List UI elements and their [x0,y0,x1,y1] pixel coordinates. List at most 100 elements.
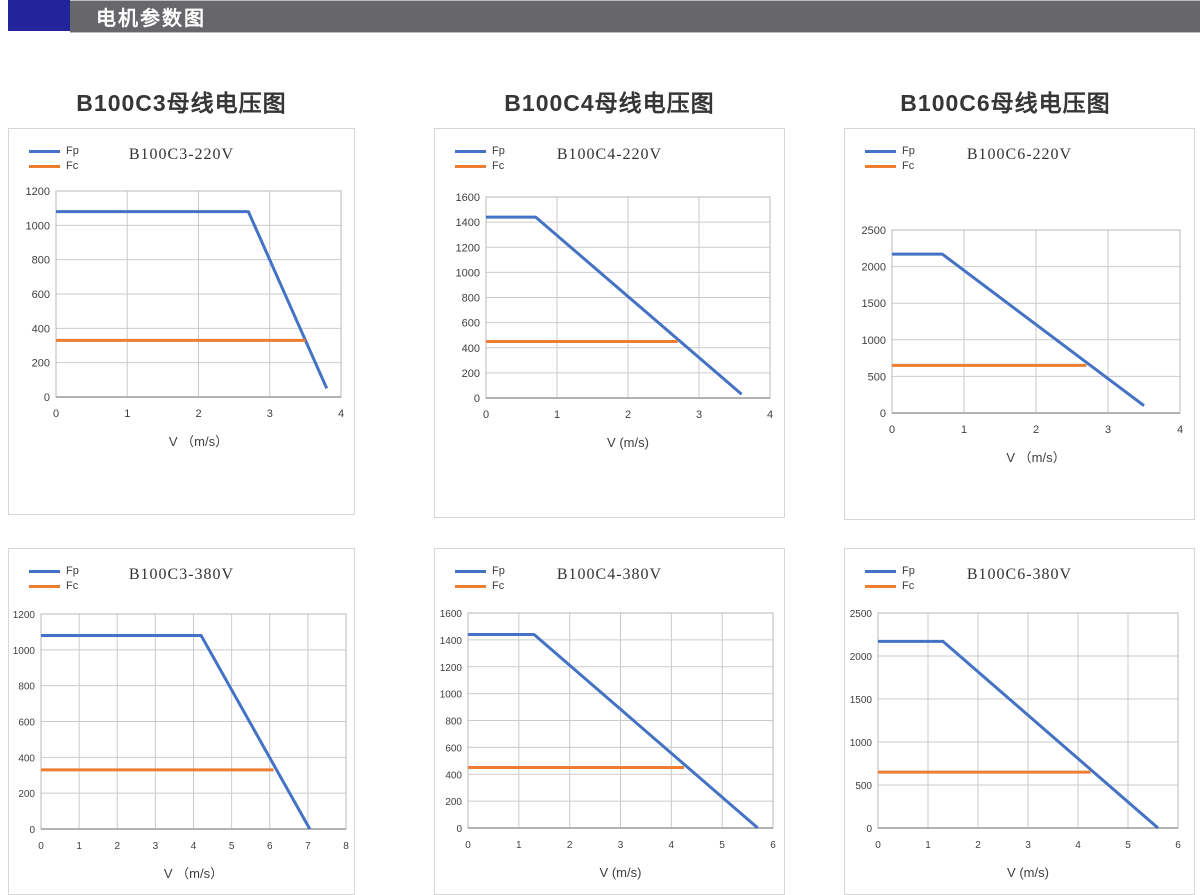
svg-text:2: 2 [567,840,573,851]
svg-text:7: 7 [305,841,311,852]
gridlines [40,613,347,830]
svg-text:500: 500 [855,781,872,792]
x-axis-label: V (m/s) [607,435,649,450]
svg-text:3: 3 [1025,840,1031,851]
chart-panel-b100c6-220v: Fp Fc B100C6-220V 0 500 1000 1500 2000 2500 0 1… [844,128,1195,520]
legend-label-fc: Fc [66,160,79,172]
x-tick-labels: 0 1 2 3 4 [483,409,773,421]
svg-text:2500: 2500 [862,225,886,237]
chart-legend: Fp Fc [29,144,79,174]
svg-text:500: 500 [868,371,886,383]
svg-text:0: 0 [465,840,471,851]
svg-text:1200: 1200 [26,186,50,198]
fc-line-key [455,585,486,588]
svg-text:800: 800 [18,682,35,693]
chart-plot: 0 200 400 600 800 1000 1200 1400 1600 0 1 2 3 4 5 6 V (m… [440,609,776,880]
svg-text:800: 800 [462,293,480,305]
svg-text:200: 200 [32,358,50,370]
chart-title: B100C3-380V [128,566,235,583]
chart-plot: 0 500 1000 1500 2000 2500 0 1 2 3 4 5 6 V (m/s) [850,609,1181,880]
svg-text:400: 400 [445,770,462,781]
svg-text:400: 400 [18,753,35,764]
svg-text:3: 3 [153,841,159,852]
svg-text:6: 6 [770,840,776,851]
svg-text:0: 0 [483,409,489,421]
svg-text:1: 1 [961,424,967,436]
svg-text:4: 4 [669,840,675,851]
chart-title: B100C3-220V [128,146,235,163]
legend-entry-fc: Fc [455,579,505,594]
svg-text:0: 0 [44,392,50,404]
svg-text:1500: 1500 [850,695,873,706]
x-axis-label: V (m/s) [1007,865,1049,880]
chart-legend: Fp Fc [455,144,505,174]
legend-label-fp: Fp [492,145,505,157]
svg-text:2: 2 [975,840,981,851]
svg-text:2000: 2000 [850,652,873,663]
x-axis-label: V （m/s） [169,434,228,449]
svg-text:2500: 2500 [850,609,873,620]
svg-text:0: 0 [29,825,35,836]
x-axis-label: V （m/s） [164,866,223,881]
svg-text:1600: 1600 [440,609,463,620]
legend-entry-fc: Fc [865,579,915,594]
svg-text:4: 4 [191,841,197,852]
svg-text:4: 4 [767,409,773,421]
svg-text:1200: 1200 [456,242,480,254]
svg-text:1: 1 [925,840,931,851]
svg-text:2: 2 [114,841,120,852]
gridlines [467,612,774,829]
chart-title: B100C6-220V [966,146,1073,163]
legend-label-fc: Fc [66,580,79,592]
section-title-b100c3: B100C3母线电压图 [76,90,287,116]
x-tick-labels: 0 1 2 3 4 5 6 [875,840,1181,851]
svg-text:6: 6 [1175,840,1181,851]
svg-text:2: 2 [625,409,631,421]
svg-text:2: 2 [195,408,201,420]
legend-entry-fc: Fc [29,579,79,594]
svg-text:0: 0 [38,841,44,852]
fp-line-key [865,150,896,153]
legend-entry-fp: Fp [29,564,79,579]
y-tick-labels: 0 200 400 600 800 1000 1200 1400 1600 [440,609,463,835]
series-fp-line [486,215,743,396]
legend-label-fc: Fc [492,160,505,172]
section-title-b100c4: B100C4母线电压图 [504,90,715,116]
legend-entry-fc: Fc [29,159,79,174]
svg-text:1000: 1000 [13,646,36,657]
y-tick-labels: 0 500 1000 1500 2000 2500 [850,609,873,835]
chart-panel-b100c3-220v: Fp Fc B100C3-220V 0 200 400 600 800 1000 1200 0… [8,128,355,515]
legend-entry-fp: Fp [865,564,915,579]
chart-legend: Fp Fc [865,564,915,594]
x-axis-label: V (m/s) [600,865,642,880]
legend-label-fp: Fp [902,565,915,577]
svg-text:1: 1 [124,408,130,420]
legend-label-fc: Fc [902,160,915,172]
svg-text:1: 1 [516,840,522,851]
svg-text:1600: 1600 [456,192,480,204]
series-fp-line [878,639,1159,830]
svg-text:1000: 1000 [456,267,480,279]
gridlines [55,190,342,398]
gridlines [891,229,1181,414]
svg-text:600: 600 [445,743,462,754]
chart-plot: 0 500 1000 1500 2000 2500 0 1 2 3 4 V （m/s） [862,225,1184,465]
svg-text:2000: 2000 [862,262,886,274]
series-fp-line [56,210,329,390]
svg-text:4: 4 [1177,424,1183,436]
y-tick-labels: 0 200 400 600 800 1000 1200 1400 1600 [456,192,480,405]
svg-text:600: 600 [18,718,35,729]
svg-text:1400: 1400 [456,217,480,229]
fp-line-key [29,570,60,573]
legend-entry-fc: Fc [865,159,915,174]
legend-entry-fc: Fc [455,159,505,174]
svg-text:5: 5 [229,841,235,852]
svg-text:200: 200 [462,368,480,380]
svg-text:5: 5 [1125,840,1131,851]
fc-line-key [29,585,60,588]
x-axis-label: V （m/s） [1006,450,1065,465]
fp-line-key [455,150,486,153]
svg-text:0: 0 [456,824,462,835]
svg-text:1000: 1000 [440,690,463,701]
series-fp-line [41,634,312,830]
